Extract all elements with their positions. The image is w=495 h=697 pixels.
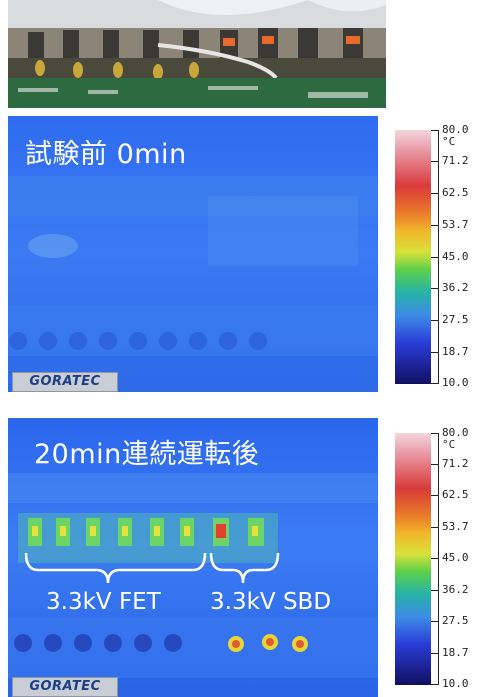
scale-label: 18.7	[442, 646, 469, 659]
scale-label: 71.2	[442, 457, 469, 470]
temperature-scale-bottom: 80.0 °C 71.2 62.5 53.7 45.0 36.2 27.5 18…	[395, 427, 485, 693]
scale-unit: °C	[442, 135, 456, 148]
label-fet: 3.3kV FET	[46, 589, 161, 615]
brand-logo: GORATEC	[12, 677, 118, 697]
thermal-image-before: 試験前 0min GORATEC	[8, 116, 378, 392]
scale-label: 45.0	[442, 551, 469, 564]
scale-label: 62.5	[442, 186, 469, 199]
brand-logo: GORATEC	[12, 372, 118, 392]
scale-label-min: 10.0	[442, 376, 469, 389]
panel-title: 20min連続運転後	[34, 439, 260, 470]
scale-label: 45.0	[442, 250, 469, 263]
scale-label: 71.2	[442, 154, 469, 167]
scale-label-max: 80.0	[442, 426, 469, 439]
temperature-scale-top: 80.0 °C 71.2 62.5 53.7 45.0 36.2 27.5 18…	[395, 124, 485, 390]
scale-label: 53.7	[442, 520, 469, 533]
board-photo	[8, 0, 386, 108]
scale-label: 62.5	[442, 488, 469, 501]
scale-label: 53.7	[442, 218, 469, 231]
scale-label: 36.2	[442, 583, 469, 596]
panel-title: 試験前 0min	[25, 139, 187, 170]
thermal-image-after: 20min連続運転後 3.3kV FET 3.3kV SBD GORATEC	[8, 418, 378, 697]
scale-label: 27.5	[442, 614, 469, 627]
scale-label-max: 80.0	[442, 123, 469, 136]
scale-label: 27.5	[442, 313, 469, 326]
scale-label-min: 10.0	[442, 677, 469, 690]
label-sbd: 3.3kV SBD	[210, 589, 332, 615]
scale-label: 18.7	[442, 345, 469, 358]
scale-unit: °C	[442, 438, 456, 451]
scale-label: 36.2	[442, 281, 469, 294]
